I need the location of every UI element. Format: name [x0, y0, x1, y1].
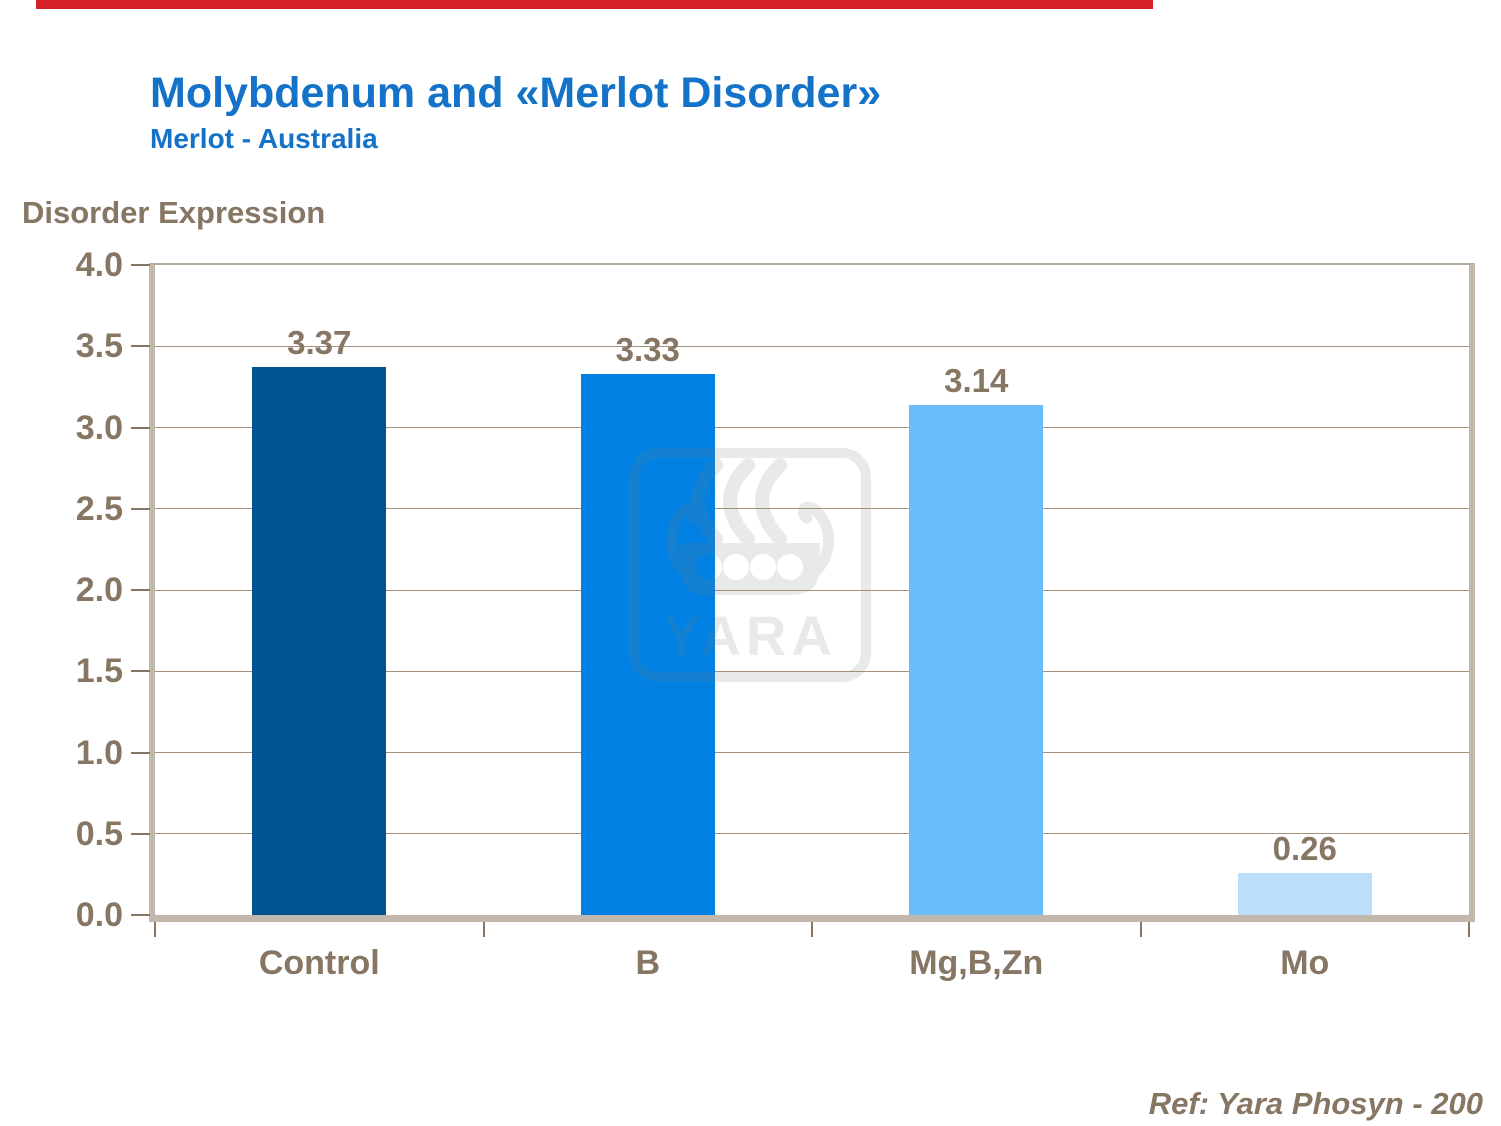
x-axis-tick — [482, 922, 485, 937]
bar-value-label: 3.14 — [944, 361, 1009, 399]
y-axis-tick — [131, 426, 150, 429]
bar-value-label: 3.33 — [615, 330, 680, 368]
y-axis-tick — [131, 589, 150, 591]
y-axis-tick — [131, 751, 150, 754]
y-axis-tick — [131, 914, 150, 916]
bar — [580, 373, 715, 915]
reference-text: Ref: Yara Phosyn - 200 — [1148, 1086, 1483, 1121]
gridline — [155, 752, 1469, 753]
x-axis-tick — [1139, 922, 1142, 937]
x-axis-category-label: B — [635, 944, 661, 982]
top-accent-bar — [36, 0, 1153, 9]
bar-value-label: 3.37 — [287, 324, 352, 362]
gridline — [155, 670, 1469, 672]
watermark-group: YARA — [629, 448, 871, 682]
bar — [1237, 872, 1372, 915]
bar-value-label: 0.26 — [1272, 829, 1337, 867]
x-axis-tick — [1468, 922, 1470, 937]
slide-title: Molybdenum and «Merlot Disorder» — [150, 69, 882, 117]
y-axis-tick-label: 3.0 — [75, 408, 123, 447]
yara-watermark: YARA — [629, 448, 871, 682]
y-axis-tick-label: 1.5 — [75, 652, 123, 691]
y-axis-tick-label: 1.0 — [75, 733, 123, 772]
y-axis-tick — [131, 345, 150, 348]
gridline — [155, 508, 1469, 510]
gridline — [155, 345, 1469, 347]
y-axis-tick-label: 2.5 — [75, 489, 123, 528]
chart-plot-area: 4.0 3.5 3.0 2.5 2.0 1.5 1.0 0.5 0.0 3.37 Control 3.… — [76, 246, 1475, 982]
gridline — [155, 833, 1469, 835]
watermark-logo-rect — [629, 448, 871, 682]
x-axis-category-label: Mg,B,Zn — [909, 944, 1044, 982]
x-axis-tick — [811, 922, 813, 937]
y-axis-tick — [131, 507, 150, 510]
y-axis-title: Disorder Expression — [22, 195, 326, 230]
x-axis-category-label: Mo — [1280, 944, 1330, 982]
viking-ship-hull-icon — [680, 543, 820, 595]
gridline — [155, 427, 1469, 428]
viking-ship-prow-icon — [666, 501, 834, 577]
y-axis-tick — [131, 832, 150, 835]
gridline — [155, 589, 1469, 591]
viking-ship-sails-icon — [691, 458, 787, 546]
x-axis-tick — [154, 922, 156, 937]
slide-subtitle: Merlot - Australia — [150, 123, 378, 154]
watermark-yara-text: YARA — [663, 604, 837, 667]
y-axis-tick-label: 3.5 — [75, 327, 123, 366]
y-axis-tick-label: 0.5 — [75, 814, 123, 853]
y-axis-tick-label: 4.0 — [75, 246, 123, 284]
x-axis-category-label: Control — [258, 944, 380, 982]
y-axis-tick-label: 2.0 — [75, 571, 123, 609]
y-axis-tick — [131, 670, 150, 673]
y-axis-tick — [131, 264, 150, 266]
y-axis-tick-label: 0.0 — [75, 896, 123, 934]
bar — [909, 404, 1044, 915]
bar — [252, 367, 387, 915]
